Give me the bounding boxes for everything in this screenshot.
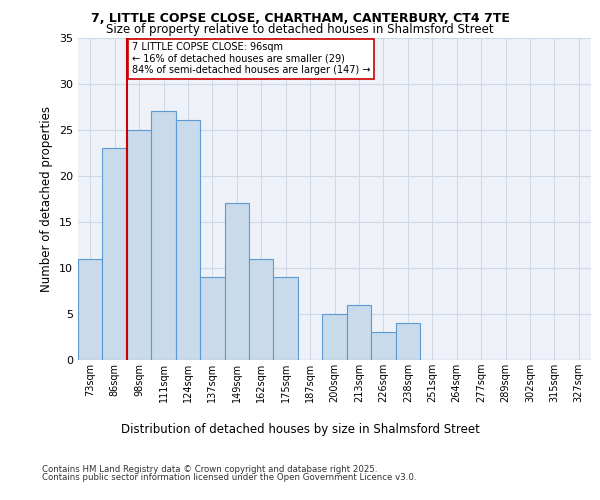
Bar bbox=[274, 277, 298, 360]
Bar bbox=[78, 258, 103, 360]
Bar bbox=[371, 332, 395, 360]
Text: 7 LITTLE COPSE CLOSE: 96sqm
← 16% of detached houses are smaller (29)
84% of sem: 7 LITTLE COPSE CLOSE: 96sqm ← 16% of det… bbox=[132, 42, 370, 76]
Text: Contains HM Land Registry data © Crown copyright and database right 2025.: Contains HM Land Registry data © Crown c… bbox=[42, 465, 377, 474]
Bar bbox=[176, 120, 200, 360]
Bar bbox=[322, 314, 347, 360]
Y-axis label: Number of detached properties: Number of detached properties bbox=[40, 106, 53, 292]
Bar bbox=[151, 111, 176, 360]
Text: Distribution of detached houses by size in Shalmsford Street: Distribution of detached houses by size … bbox=[121, 422, 479, 436]
Text: Contains public sector information licensed under the Open Government Licence v3: Contains public sector information licen… bbox=[42, 472, 416, 482]
Bar bbox=[249, 258, 274, 360]
Bar bbox=[200, 277, 224, 360]
Text: Size of property relative to detached houses in Shalmsford Street: Size of property relative to detached ho… bbox=[106, 22, 494, 36]
Bar bbox=[103, 148, 127, 360]
Text: 7, LITTLE COPSE CLOSE, CHARTHAM, CANTERBURY, CT4 7TE: 7, LITTLE COPSE CLOSE, CHARTHAM, CANTERB… bbox=[91, 12, 509, 26]
Bar bbox=[224, 204, 249, 360]
Bar bbox=[127, 130, 151, 360]
Bar bbox=[395, 323, 420, 360]
Bar bbox=[347, 304, 371, 360]
